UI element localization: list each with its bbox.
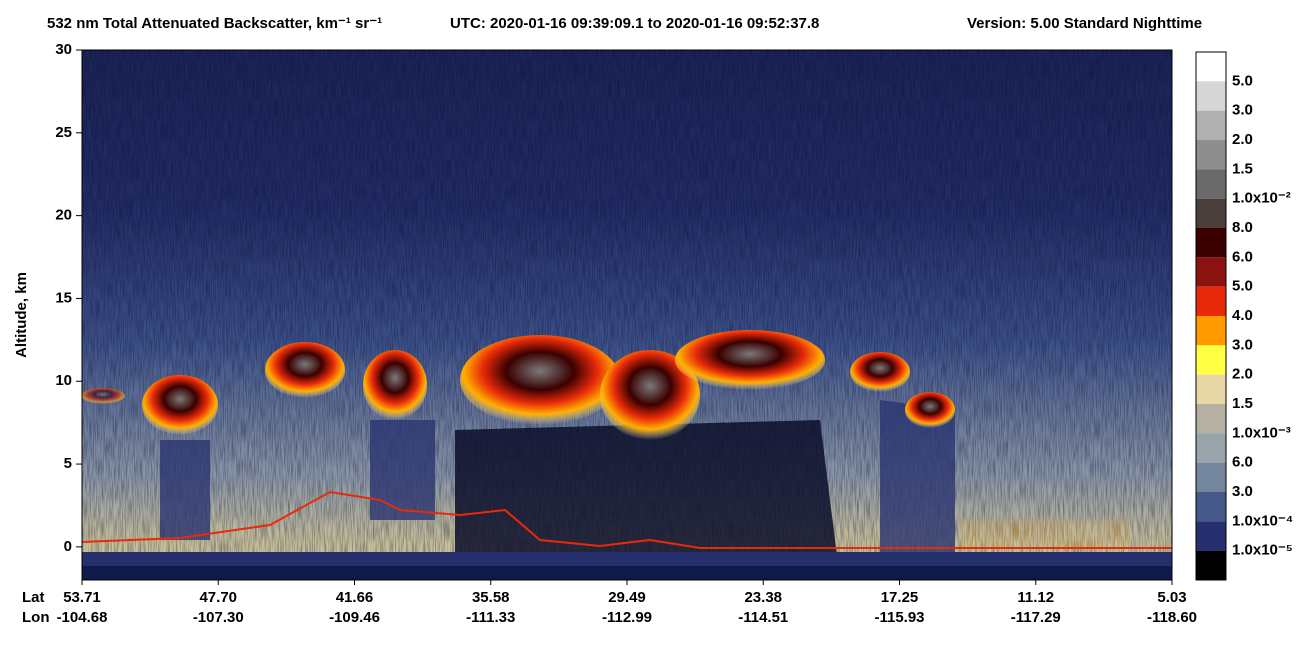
colorbar-label: 1.5 — [1232, 160, 1253, 177]
y-tick-label: 15 — [55, 289, 72, 306]
lat-label: 41.66 — [336, 589, 374, 606]
lat-label: 11.12 — [1017, 589, 1054, 606]
chart-title: 532 nm Total Attenuated Backscatter, km⁻… — [47, 15, 382, 32]
colorbar-swatch — [1196, 550, 1226, 580]
lon-label: -115.93 — [874, 609, 924, 626]
colorbar-label: 3.0 — [1232, 483, 1253, 500]
colorbar-label: 6.0 — [1232, 454, 1253, 471]
colorbar-swatch — [1196, 257, 1226, 287]
lat-label: 35.58 — [472, 589, 510, 606]
colorbar-label: 1.0x10⁻⁵ — [1232, 542, 1293, 559]
lon-label: -111.33 — [466, 609, 515, 626]
clouds — [82, 330, 955, 440]
colorbar-swatch — [1196, 228, 1226, 258]
shadow — [455, 420, 840, 580]
colorbar-swatch — [1196, 492, 1226, 522]
colorbar-swatch — [1196, 110, 1226, 140]
y-tick-label: 10 — [55, 372, 72, 389]
plot-image — [82, 50, 1172, 580]
colorbar-label: 4.0 — [1232, 307, 1253, 324]
lat-label: 29.49 — [608, 589, 646, 606]
colorbar-swatch — [1196, 521, 1226, 551]
lon-title: Lon — [22, 609, 50, 626]
colorbar-label: 6.0 — [1232, 248, 1253, 265]
time-range: UTC: 2020-01-16 09:39:09.1 to 2020-01-16… — [450, 15, 819, 32]
colorbar-swatch — [1196, 404, 1226, 434]
colorbar-swatch — [1196, 140, 1226, 170]
lat-label: 53.71 — [63, 589, 101, 606]
colorbar-frame — [1195, 51, 1227, 581]
colorbar-label: 5.0 — [1232, 278, 1253, 295]
lon-label: -112.99 — [602, 609, 652, 626]
y-tick-label: 30 — [55, 41, 72, 58]
surface-line — [82, 490, 1172, 549]
colorbar-label: 3.0 — [1232, 102, 1253, 119]
lat-label: 23.38 — [744, 589, 782, 606]
colorbar-label: 3.0 — [1232, 336, 1253, 353]
colorbar-label: 1.5 — [1232, 395, 1253, 412]
lon-label: -117.29 — [1011, 609, 1061, 626]
colorbar-swatch — [1196, 462, 1226, 492]
lon-label: -107.30 — [193, 609, 244, 626]
colorbar-label: 2.0 — [1232, 366, 1253, 383]
lat-title: Lat — [22, 589, 45, 606]
aerosol — [960, 520, 1130, 550]
y-tick-label: 20 — [55, 207, 72, 224]
lon-label: -109.46 — [329, 609, 380, 626]
colorbar-label: 8.0 — [1232, 219, 1253, 236]
y-tick-label: 0 — [64, 538, 72, 555]
colorbar-swatch — [1196, 345, 1226, 375]
lon-label: -118.60 — [1147, 609, 1197, 626]
colorbar-swatch — [1196, 169, 1226, 199]
colorbar-label: 2.0 — [1232, 131, 1253, 148]
colorbar-label: 1.0x10⁻⁴ — [1232, 512, 1293, 529]
colorbar-swatch — [1196, 81, 1226, 111]
lon-label: -114.51 — [738, 609, 788, 626]
y-tick-label: 25 — [55, 124, 72, 141]
y-tick-label: 5 — [64, 455, 72, 472]
lat-label: 47.70 — [199, 589, 237, 606]
colorbar-swatch — [1196, 286, 1226, 316]
y-axis-label: Altitude, km — [13, 272, 30, 358]
colorbar-swatch — [1196, 198, 1226, 228]
lon-label: -104.68 — [57, 609, 108, 626]
lat-label: 17.25 — [881, 589, 919, 606]
colorbar-swatch — [1196, 374, 1226, 404]
ground — [82, 566, 1172, 580]
colorbar-swatch — [1196, 52, 1226, 82]
colorbar-label: 1.0x10⁻² — [1232, 190, 1291, 207]
version: Version: 5.00 Standard Nighttime — [967, 15, 1202, 32]
colorbar-label: 5.0 — [1232, 72, 1253, 89]
lat-label: 5.03 — [1157, 589, 1186, 606]
colorbar-swatch — [1196, 316, 1226, 346]
colorbar-label: 1.0x10⁻³ — [1232, 424, 1291, 441]
colorbar-swatch — [1196, 433, 1226, 463]
